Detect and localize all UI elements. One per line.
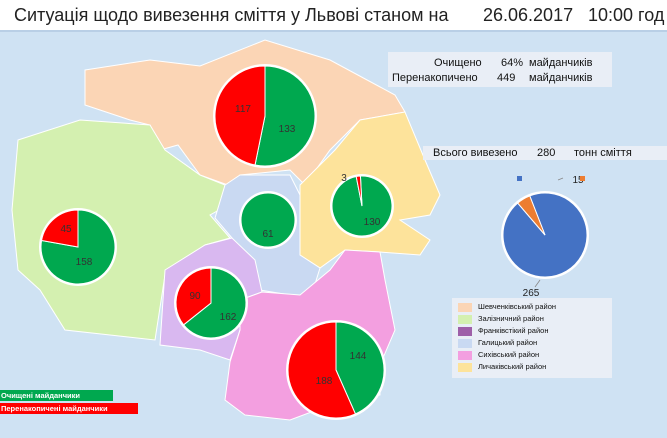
pie-slice — [254, 65, 316, 167]
total-unit: тонн сміття — [574, 147, 632, 159]
pie-slice — [355, 175, 363, 207]
pie-value-label: 90 — [189, 291, 201, 302]
report-time: 10:00 год — [588, 5, 665, 25]
district-legend: Шевченківський район Залізничний район Ф… — [452, 298, 612, 378]
total-value: 280 — [537, 147, 556, 159]
legend-swatch — [458, 327, 472, 336]
map-district-zaliznychnyi — [11, 119, 231, 341]
pie-slice — [287, 321, 357, 419]
cleaned-value: 64% — [501, 57, 524, 69]
status-cleaned: Очищені майданчики — [0, 390, 113, 401]
legend-label: Шевченківський район — [478, 302, 557, 311]
pie-value-label: 158 — [76, 257, 93, 268]
pie-slice — [182, 267, 247, 339]
total-panel: Всього вивезено 280 тонн сміття — [423, 146, 667, 160]
series-marker — [517, 176, 522, 181]
cleaned-label: Очищено — [434, 57, 482, 69]
pie-value-label: 265 — [523, 288, 540, 299]
pie-value-label: 162 — [220, 312, 237, 323]
pie-slice — [41, 209, 79, 248]
legend-label: Залізничний район — [478, 314, 544, 323]
legend-swatch — [458, 351, 472, 360]
pie-slice — [175, 267, 212, 326]
series-marker — [580, 176, 585, 181]
report-date: 26.06.2017 — [483, 5, 574, 25]
pie-value-label: 15 — [572, 175, 584, 186]
title-bar: Ситуація щодо вивезення сміття у Львові … — [0, 0, 667, 32]
legend-swatch — [458, 303, 472, 312]
total-label: Всього вивезено — [433, 147, 518, 159]
pie-value-label: 61 — [262, 229, 274, 240]
pie-value-label: 117 — [235, 104, 251, 115]
legend-label: Галицький район — [478, 338, 538, 347]
legend-label: Франківстікий район — [478, 326, 549, 335]
overflow-unit: майданчиків — [529, 72, 593, 84]
cleaned-unit: майданчиків — [529, 57, 593, 69]
pie-value-label: 3 — [341, 173, 347, 184]
pie-slice — [214, 65, 266, 166]
status-overflow: Перенакопичені майданчики — [0, 403, 138, 414]
pie-value-label: 45 — [60, 224, 72, 235]
legend-label: Личаківський район — [478, 362, 547, 371]
summary-panel: Очищено 64% майданчиків Перенакопичено 4… — [388, 52, 612, 87]
pie-value-label: 130 — [364, 217, 381, 228]
pie-slice — [516, 195, 546, 236]
overflow-value: 449 — [497, 72, 516, 84]
legend-swatch — [458, 363, 472, 372]
legend-label: Сихівський район — [478, 350, 540, 359]
pie-slice — [335, 321, 385, 415]
pie-slice — [240, 192, 296, 248]
legend-swatch — [458, 339, 472, 348]
leader-line — [557, 177, 564, 181]
pie-value-label: 188 — [316, 376, 333, 387]
legend-swatch — [458, 315, 472, 324]
overflow-label: Перенакопичено — [392, 72, 478, 84]
leader-line — [534, 279, 541, 288]
pie-value-label: 144 — [350, 351, 367, 362]
page-title: Ситуація щодо вивезення сміття у Львові … — [14, 5, 449, 25]
pie-value-label: 133 — [279, 124, 296, 135]
